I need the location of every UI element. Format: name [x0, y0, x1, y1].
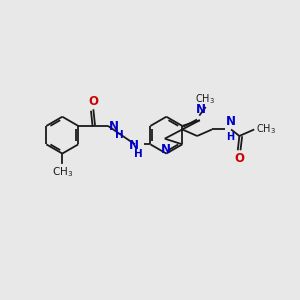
Text: H: H	[134, 149, 142, 159]
Text: H: H	[226, 132, 234, 142]
Text: N: N	[128, 139, 139, 152]
Text: CH$_3$: CH$_3$	[256, 122, 276, 136]
Text: O: O	[234, 152, 244, 165]
Text: N: N	[161, 143, 171, 156]
Text: H: H	[115, 130, 123, 140]
Text: N: N	[226, 115, 236, 128]
Text: CH$_3$: CH$_3$	[52, 165, 73, 179]
Text: O: O	[88, 95, 98, 108]
Text: N: N	[109, 120, 119, 133]
Text: CH$_3$: CH$_3$	[195, 92, 215, 106]
Text: N: N	[196, 103, 206, 116]
